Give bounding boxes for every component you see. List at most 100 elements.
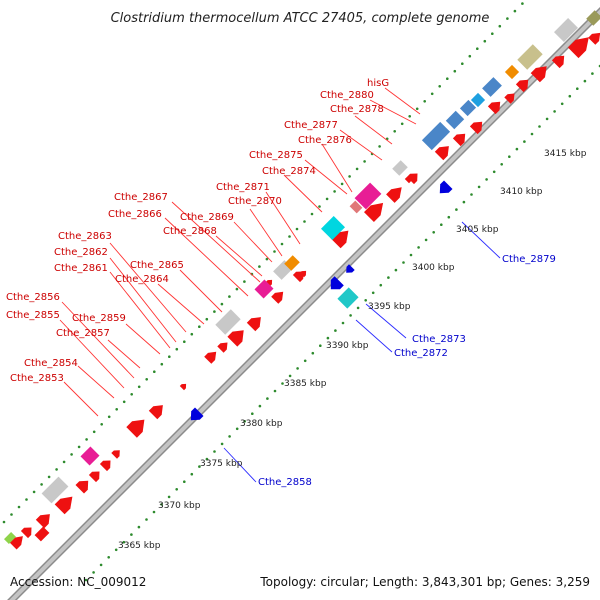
gene-feature	[284, 255, 300, 271]
gene-feature	[421, 121, 451, 151]
inner-tick-dot	[508, 155, 511, 158]
outer-tick-dot	[468, 54, 472, 58]
leader-line	[339, 129, 383, 161]
forward-gene-label: Cthe_2875	[249, 150, 303, 161]
inner-tick-dot	[114, 548, 118, 552]
leader-line	[61, 301, 135, 379]
inner-tick-dot	[137, 525, 141, 529]
leader-line	[321, 143, 353, 193]
accession-text: Accession: NC_009012	[10, 575, 146, 589]
label-leader-lines	[59, 87, 501, 483]
leader-line	[249, 208, 283, 257]
gene-feature	[406, 173, 418, 185]
outer-tick-dot	[310, 212, 314, 216]
inner-tick-dot	[424, 238, 428, 242]
outer-tick-dot	[498, 24, 502, 28]
outer-tick-dot	[160, 362, 164, 366]
outer-tick-dot	[393, 130, 397, 133]
gene-feature	[517, 44, 543, 70]
outer-tick-dot	[220, 302, 224, 306]
forward-gene-label: Cthe_2876	[298, 135, 352, 146]
gene-feature	[299, 270, 307, 278]
gene-feature	[148, 405, 163, 420]
outer-tick-dot	[325, 197, 329, 201]
inner-tick-dot	[576, 87, 579, 90]
inner-tick-dot	[167, 495, 171, 499]
forward-gene-label: Cthe_2870	[228, 196, 282, 207]
gene-feature	[354, 182, 382, 210]
gene-feature	[204, 351, 217, 364]
forward-gene-label: Cthe_2866	[108, 209, 162, 220]
outer-tick-dot	[130, 393, 133, 396]
gene-feature	[271, 291, 284, 304]
outer-tick-dot	[62, 460, 66, 464]
gene-feature	[554, 18, 578, 42]
leader-line	[109, 271, 171, 349]
scale-label: 3405 kbp	[456, 225, 499, 235]
outer-tick-dot	[415, 107, 419, 111]
gene-feature	[80, 446, 100, 466]
inner-tick-dot	[500, 163, 504, 166]
leader-line	[164, 217, 249, 297]
scale-label: 3395 kbp	[368, 302, 411, 312]
inner-tick-dot	[560, 102, 564, 106]
inner-tick-dot	[281, 382, 284, 385]
outer-tick-dot	[506, 17, 509, 20]
forward-gene-label: Cthe_2853	[10, 373, 64, 384]
outer-tick-dot	[145, 378, 148, 381]
outer-tick-dot	[438, 85, 442, 88]
leader-line	[223, 447, 257, 483]
inner-tick-dot	[296, 367, 299, 370]
outer-tick-dot	[273, 250, 276, 253]
forward-gene-label: Cthe_2865	[130, 260, 184, 271]
gene-feature	[504, 64, 520, 80]
inner-tick-dot	[477, 185, 481, 189]
gene-feature	[469, 121, 483, 135]
scale-label: 3385 kbp	[284, 379, 327, 389]
inner-tick-dot	[213, 450, 216, 453]
gene-feature	[88, 471, 100, 483]
outer-tick-dot	[190, 332, 194, 336]
forward-gene-label: Cthe_2864	[115, 274, 169, 285]
forward-gene-label: Cthe_2863	[58, 231, 112, 242]
gene-feature	[265, 279, 273, 287]
leader-line	[355, 319, 393, 353]
leader-line	[265, 191, 301, 245]
outer-tick-dot	[265, 257, 269, 261]
forward-gene-label: Cthe_2877	[284, 120, 338, 131]
outer-tick-dot	[295, 227, 299, 231]
gene-feature	[190, 407, 204, 421]
gene-feature	[439, 180, 453, 194]
gene-feature	[515, 79, 529, 93]
gene-feature	[586, 10, 600, 26]
outer-tick-dot	[168, 355, 171, 359]
leader-line	[179, 269, 223, 313]
inner-tick-dot	[341, 321, 345, 325]
outer-tick-dot	[115, 408, 118, 411]
outer-tick-dot	[453, 69, 457, 73]
gene-feature	[470, 92, 486, 108]
outer-tick-dot	[363, 160, 366, 163]
inner-tick-dot	[356, 306, 360, 310]
gene-feature	[530, 66, 547, 83]
gene-feature	[254, 279, 274, 299]
outer-tick-dot	[17, 505, 21, 509]
outer-tick-dot	[107, 415, 111, 419]
forward-gene-label: hisG	[367, 78, 389, 89]
outer-tick-dot	[318, 205, 321, 208]
inner-tick-dot	[198, 465, 201, 468]
topology-summary: Topology: circular; Length: 3,843,301 bp…	[259, 575, 590, 589]
leader-line	[384, 87, 421, 115]
leader-line	[233, 221, 273, 263]
inner-tick-dot	[440, 223, 443, 226]
leader-line	[77, 365, 115, 399]
outer-tick-dot	[340, 182, 344, 186]
gene-feature	[215, 309, 241, 335]
outer-tick-dot	[288, 235, 291, 238]
outer-tick-dot	[400, 122, 404, 126]
outer-tick-dot	[521, 2, 524, 5]
gene-feature	[452, 133, 466, 147]
gene-feature	[330, 276, 344, 290]
